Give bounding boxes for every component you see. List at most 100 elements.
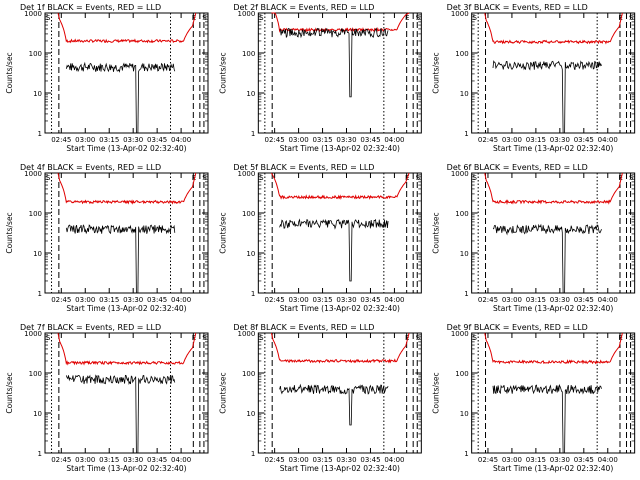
panel-4.marker-label-2: E: [192, 174, 196, 182]
panel-8.xtick-label-04:00: 04:00: [384, 456, 404, 464]
panel-7.series-events: [65, 374, 176, 454]
panel-5.xtick-label-04:00: 04:00: [384, 296, 404, 304]
panel-9.ylabel: Counts/sec: [432, 372, 441, 413]
panel-5.xtick-label-03:45: 03:45: [360, 296, 380, 304]
panel-5.ytick-label-10: 10: [246, 250, 255, 258]
panel-3.xtick-label-03:45: 03:45: [574, 136, 594, 144]
panel-7.plot-frame: [44, 332, 209, 454]
panel-7.ytick-label-100: 100: [29, 370, 42, 378]
panel-1.ytick-label-10: 10: [33, 90, 42, 98]
panel-5.xtick-label-03:15: 03:15: [312, 296, 332, 304]
panel-3.marker-label-2: E: [618, 14, 622, 22]
panel-6.xtick-label-03:00: 03:00: [502, 296, 522, 304]
panel-4.xtick-label-03:30: 03:30: [123, 296, 143, 304]
panel-9.marker-label-2: E: [618, 334, 622, 342]
panel-1.series-lld: [57, 12, 197, 44]
panel-4.series-events: [65, 224, 176, 294]
panel-7.xtick-label-02:45: 02:45: [51, 456, 71, 464]
panel-9.series-lld: [484, 332, 623, 365]
panel-9.xlabel: Start Time (13-Apr-02 02:32:40): [493, 464, 613, 473]
panel-3.ytick-label-1000: 1000: [451, 10, 469, 18]
panel-9.xtick-label-04:00: 04:00: [598, 456, 618, 464]
panel-7.xtick-label-04:00: 04:00: [171, 456, 191, 464]
panel-4.xtick-label-04:00: 04:00: [171, 296, 191, 304]
panel-6: Det 6f BLACK = Events, RED = LLD 1 10 100 10…: [432, 163, 636, 313]
panel-5.series-lld: [270, 172, 410, 200]
panel-3.xtick-label-03:15: 03:15: [526, 136, 546, 144]
panel-3.ytick-label-100: 100: [455, 50, 468, 58]
panel-5.ytick-label-1000: 1000: [238, 170, 256, 178]
panel-6.ytick-label-100: 100: [455, 210, 468, 218]
panel-4.ytick-label-10: 10: [33, 250, 42, 258]
panel-8.xtick-label-02:45: 02:45: [265, 456, 285, 464]
panel-2.series-events: [279, 27, 389, 98]
panel-5.xtick-label-03:30: 03:30: [336, 296, 356, 304]
panel-2.ytick-label-100: 100: [242, 50, 255, 58]
panel-8.series-events: [279, 383, 389, 426]
panel-8: Det 8f BLACK = Events, RED = LLD 1 10 100 10…: [218, 323, 422, 473]
panel-4.xlabel: Start Time (13-Apr-02 02:32:40): [66, 304, 186, 313]
panel-1.title: Det 1f BLACK = Events, RED = LLD: [20, 3, 161, 12]
panel-5.xtick-label-03:00: 03:00: [288, 296, 308, 304]
panel-3: Det 3f BLACK = Events, RED = LLD 1 10 100 10…: [432, 3, 636, 153]
panel-2.plot-frame: [257, 12, 422, 134]
panel-2.ytick-label-10: 10: [246, 90, 255, 98]
panel-4.xtick-label-03:00: 03:00: [75, 296, 95, 304]
panel-5.ytick-label-1: 1: [251, 290, 255, 298]
panel-1.xlabel: Start Time (13-Apr-02 02:32:40): [66, 144, 186, 153]
panel-3.plot-frame: [471, 12, 636, 134]
panel-8.ylabel: Counts/sec: [218, 372, 227, 413]
panel-8.xtick-label-03:00: 03:00: [288, 456, 308, 464]
panel-9: Det 9f BLACK = Events, RED = LLD 1 10 100 10…: [432, 323, 636, 473]
panel-2.ytick-label-1: 1: [251, 130, 255, 138]
panel-4.plot-frame: [44, 172, 209, 294]
panel-6.xtick-label-04:00: 04:00: [598, 296, 618, 304]
panel-6.xtick-label-03:30: 03:30: [550, 296, 570, 304]
panel-2.xtick-label-03:30: 03:30: [336, 136, 356, 144]
panel-6.series-lld: [484, 172, 623, 206]
panel-4.xtick-label-03:45: 03:45: [147, 296, 167, 304]
panel-9.xtick-label-02:45: 02:45: [478, 456, 498, 464]
panel-1: Det 1f BLACK = Events, RED = LLD 1 10 100 10…: [5, 3, 209, 153]
panel-5.series-events: [279, 218, 389, 282]
panel-4.xtick-label-02:45: 02:45: [51, 296, 71, 304]
panel-9.marker-label-1: S: [472, 334, 477, 342]
panel-1.xtick-label-03:15: 03:15: [99, 136, 119, 144]
panel-7.xtick-label-03:30: 03:30: [123, 456, 143, 464]
panel-7: Det 7f BLACK = Events, RED = LLD 1 10 100 10…: [5, 323, 209, 473]
panel-8.xtick-label-03:45: 03:45: [360, 456, 380, 464]
panel-4: Det 4f BLACK = Events, RED = LLD 1 10 100 10…: [5, 163, 209, 313]
panel-4.series-lld: [57, 172, 197, 205]
panel-7.xtick-label-03:15: 03:15: [99, 456, 119, 464]
panel-2.ylabel: Counts/sec: [218, 52, 227, 93]
panel-3.xtick-label-03:00: 03:00: [502, 136, 522, 144]
panel-8.marker-label-3: S: [416, 334, 421, 342]
panel-3.ytick-label-1: 1: [464, 130, 468, 138]
panel-2.xtick-label-03:15: 03:15: [312, 136, 332, 144]
panel-5.title: Det 5f BLACK = Events, RED = LLD: [233, 163, 374, 172]
panel-2: Det 2f BLACK = Events, RED = LLD 1 10 100 10…: [218, 3, 422, 153]
panel-6.ytick-label-1000: 1000: [451, 170, 469, 178]
panel-9.xtick-label-03:45: 03:45: [574, 456, 594, 464]
panel-3.xtick-label-02:45: 02:45: [478, 136, 498, 144]
panel-7.marker-label-2: E: [192, 334, 196, 342]
panel-1.marker-label-3: S: [202, 14, 207, 22]
panel-4.marker-label-3: S: [202, 174, 207, 182]
panel-3.series-events: [492, 60, 602, 134]
panel-8.xlabel: Start Time (13-Apr-02 02:32:40): [280, 464, 400, 473]
panel-2.xlabel: Start Time (13-Apr-02 02:32:40): [280, 144, 400, 153]
panel-2.series-lld: [271, 12, 410, 33]
panel-9.ytick-label-100: 100: [455, 370, 468, 378]
panel-1.series-events: [65, 61, 176, 134]
panel-5.ytick-label-100: 100: [242, 210, 255, 218]
panel-7.xtick-label-03:45: 03:45: [147, 456, 167, 464]
panel-7.ytick-label-1: 1: [38, 450, 42, 458]
panel-3.xtick-label-03:30: 03:30: [550, 136, 570, 144]
panel-8.xtick-label-03:30: 03:30: [336, 456, 356, 464]
panel-3.marker-label-1: S: [472, 14, 477, 22]
panel-8.marker-label-2: E: [405, 334, 409, 342]
panel-1.ylabel: Counts/sec: [5, 52, 14, 93]
panel-5.plot-frame: [257, 172, 422, 294]
panel-7.xtick-label-03:00: 03:00: [75, 456, 95, 464]
